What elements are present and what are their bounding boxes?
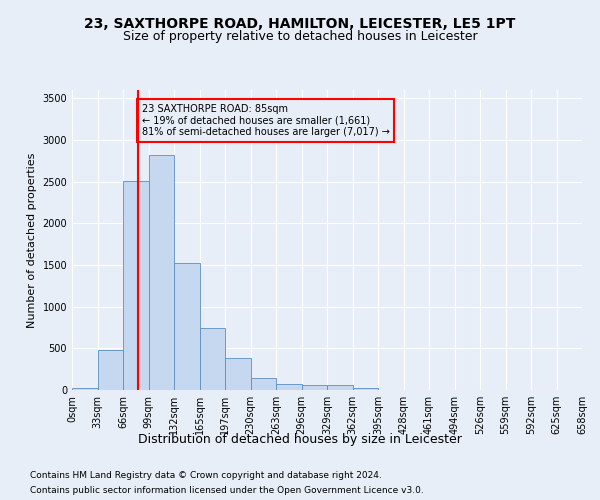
Text: 23 SAXTHORPE ROAD: 85sqm
← 19% of detached houses are smaller (1,661)
81% of sem: 23 SAXTHORPE ROAD: 85sqm ← 19% of detach… (142, 104, 389, 138)
Text: Contains HM Land Registry data © Crown copyright and database right 2024.: Contains HM Land Registry data © Crown c… (30, 471, 382, 480)
Bar (225, 358, 251, 390)
Text: Distribution of detached houses by size in Leicester: Distribution of detached houses by size … (138, 432, 462, 446)
Text: Size of property relative to detached houses in Leicester: Size of property relative to detached ho… (122, 30, 478, 43)
Bar (149, 155, 174, 390)
Bar (251, 378, 276, 390)
Y-axis label: Number of detached properties: Number of detached properties (27, 152, 37, 328)
Bar (72, 388, 97, 390)
Text: Contains public sector information licensed under the Open Government Licence v3: Contains public sector information licen… (30, 486, 424, 495)
Bar (327, 386, 353, 390)
Bar (199, 328, 225, 390)
Text: 23, SAXTHORPE ROAD, HAMILTON, LEICESTER, LE5 1PT: 23, SAXTHORPE ROAD, HAMILTON, LEICESTER,… (85, 18, 515, 32)
Bar (174, 264, 199, 390)
Bar (97, 350, 123, 390)
Bar (276, 384, 302, 390)
Bar (302, 386, 327, 390)
Bar (123, 181, 149, 390)
Bar (353, 388, 378, 390)
